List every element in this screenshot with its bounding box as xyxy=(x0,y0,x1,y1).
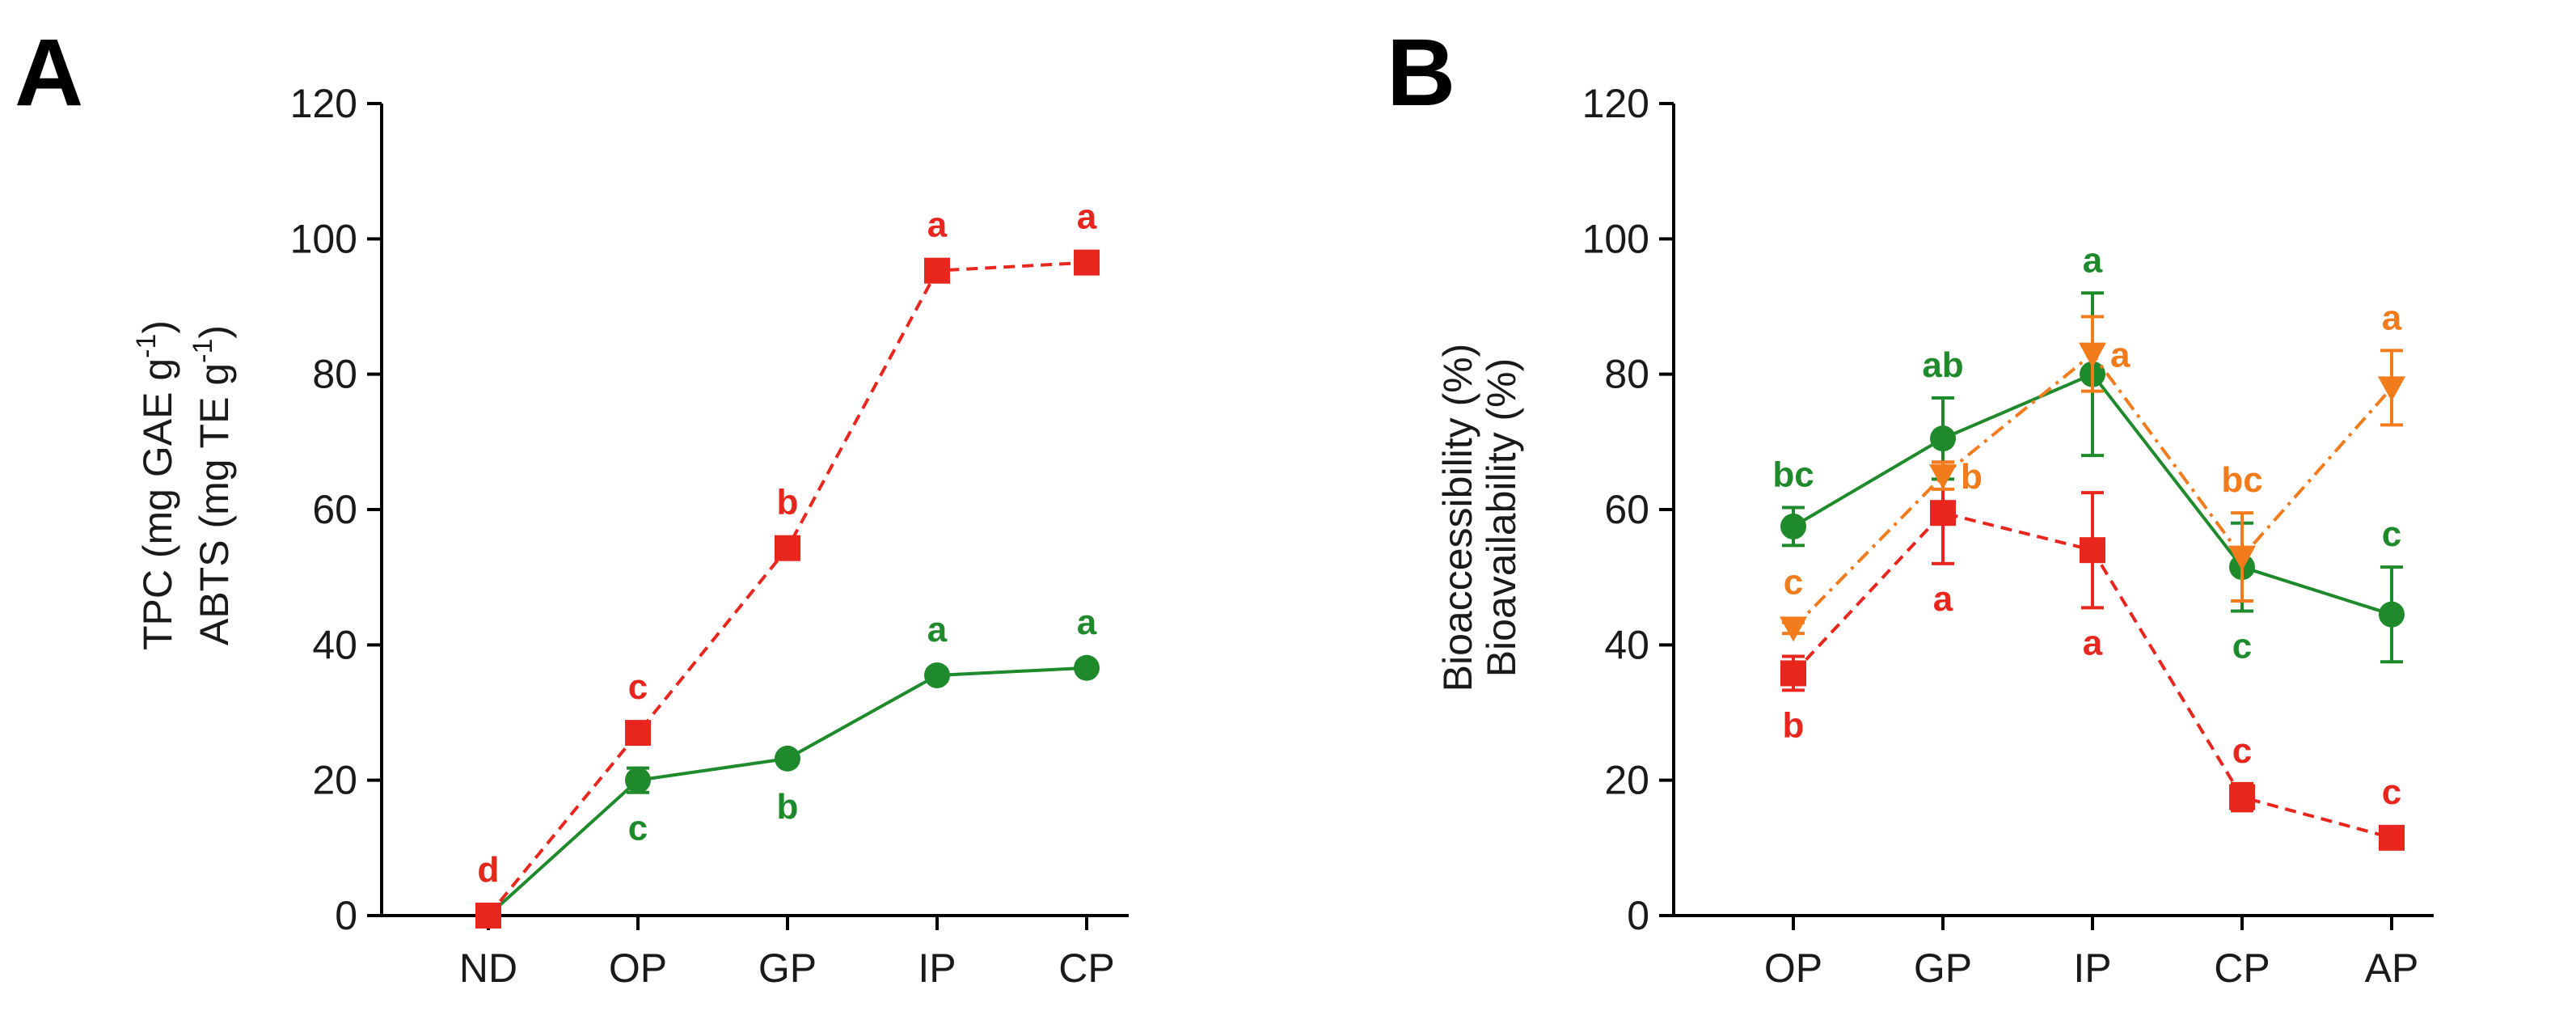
panel-b-axes: 0 20 40 60 80 100 120 OP GP IP CP AP xyxy=(1582,81,2434,991)
panel-b-significance-label: a xyxy=(2083,623,2103,662)
panel-a-y-tick-label: 100 xyxy=(290,216,357,261)
panel-b-significance-label: bc xyxy=(2221,460,2262,500)
panel-b-data-point-flavonoids xyxy=(1780,660,1806,687)
panel-a-significance-label: d xyxy=(478,850,500,890)
panel-a-data-point-tpc xyxy=(924,662,950,688)
panel-b-data-point-flavonoids xyxy=(2080,537,2105,564)
panel-b-data-point-phenolic-acids xyxy=(1780,513,1806,539)
panel-a-data-point-abts xyxy=(475,903,501,929)
panel-label-b: B xyxy=(1387,19,1455,126)
panel-a-y-tick-label: 60 xyxy=(312,487,357,532)
panel-label-a: A xyxy=(15,19,83,126)
panel-b-x-tick-label: OP xyxy=(1764,946,1822,991)
panel-b-data-point-phenolic-acids xyxy=(2379,601,2405,628)
panel-b-significance-label: c xyxy=(2382,772,2401,812)
panel-b-data-point-caffeine xyxy=(2079,342,2106,368)
panel-b-data-point-caffeine xyxy=(1780,616,1807,642)
panel-a-significance-label: c xyxy=(628,809,648,848)
panel-b-significance-label: c xyxy=(2232,627,2252,666)
panel-b-y-axis-title-1: Bioaccessibility (%) xyxy=(1435,344,1480,692)
panel-b-data-point-caffeine xyxy=(2378,376,2405,402)
panel-b-x-tick-label: CP xyxy=(2214,946,2270,991)
panel-a-significance-label: b xyxy=(777,483,799,522)
panel-a-y-axis-title-1-paren: ) xyxy=(135,320,180,334)
panel-b-data-point-caffeine xyxy=(1929,464,1957,490)
panel-b: B Bioaccessibility (%) Bioavailability (… xyxy=(1387,19,2434,991)
panel-b-significance-label: c xyxy=(2382,514,2401,554)
panel-a-y-tick-label: 0 xyxy=(335,893,357,938)
panel-a-data-point-abts xyxy=(625,720,651,747)
panel-a-x-tick-label: IP xyxy=(918,946,956,991)
panel-a-significance-label: b xyxy=(777,787,799,827)
panel-a-y-axis-title-1: TPC (mg GAE g-1) xyxy=(131,320,180,650)
panel-b-significance-label: b xyxy=(1961,457,1983,497)
panel-a-y-axis-title-2-sup: -1 xyxy=(188,339,218,363)
panel-a-y-axis-title-1-sup: -1 xyxy=(131,334,162,358)
panel-a-significance-label: a xyxy=(1077,197,1097,237)
panel-b-x-tick-label: IP xyxy=(2073,946,2111,991)
panel-a-x-tick-label: OP xyxy=(609,946,667,991)
panel-a-y-axis-title-2-paren: ) xyxy=(192,325,237,339)
panel-a-x-tick-label: ND xyxy=(459,946,517,991)
panel-b-significance-label: b xyxy=(1783,705,1805,745)
panel-a-significance-label: c xyxy=(628,667,648,707)
panel-a-y-axis-title-2-text: ABTS (mg TE g xyxy=(192,363,237,645)
panel-a-significance-label: a xyxy=(927,610,948,649)
panel-b-series: bc ab a c c b a a c c c b a bc a xyxy=(1772,240,2405,851)
panel-a-significance-label: a xyxy=(1077,603,1097,642)
panel-b-significance-label: a xyxy=(1933,579,1953,619)
panel-b-y-tick-label: 0 xyxy=(1627,893,1649,938)
panel-a-data-point-tpc xyxy=(1074,654,1100,681)
panel-b-y-tick-label: 40 xyxy=(1604,622,1649,667)
panel-a-series-abts: d c b a a xyxy=(475,197,1100,929)
panel-b-y-tick-label: 100 xyxy=(1582,216,1649,261)
panel-a-y-tick-label: 20 xyxy=(312,758,357,803)
panel-b-data-point-flavonoids xyxy=(2379,824,2405,851)
panel-a-x-tick-label: GP xyxy=(758,946,817,991)
panel-b-y-axis-title-2: Bioavailability (%) xyxy=(1479,358,1524,678)
panel-a-data-point-abts xyxy=(1074,249,1100,276)
panel-a-data-point-abts xyxy=(924,257,950,284)
panel-a-data-point-abts xyxy=(775,535,800,561)
panel-a-y-axis-title-2: ABTS (mg TE g-1) xyxy=(188,325,237,645)
panel-b-x-tick-label: GP xyxy=(1914,946,1972,991)
panel-a-significance-label: d xyxy=(478,850,500,890)
panel-b-y-tick-label: 60 xyxy=(1604,487,1649,532)
panel-b-data-point-flavonoids xyxy=(1930,500,1956,527)
panel-b-x-tick-label: AP xyxy=(2365,946,2419,991)
panel-a-y-tick-label: 80 xyxy=(312,352,357,397)
panel-b-y-tick-label: 20 xyxy=(1604,758,1649,803)
panel-b-y-tick-label: 120 xyxy=(1582,81,1649,126)
panel-a-data-point-tpc xyxy=(625,767,651,793)
panel-b-significance-label: a xyxy=(2110,336,2130,375)
panel-b-significance-label: c xyxy=(1784,562,1803,602)
panel-b-significance-label: a xyxy=(2382,298,2402,337)
panel-b-significance-label: a xyxy=(2083,240,2103,280)
panel-b-data-point-phenolic-acids xyxy=(1930,425,1956,452)
panel-b-significance-label: c xyxy=(2232,731,2252,771)
panel-a-y-axis-title-1-text: TPC (mg GAE g xyxy=(135,358,180,650)
panel-a-series-tpc: d c b a a xyxy=(475,603,1100,929)
panel-a-significance-label: a xyxy=(927,205,948,245)
panel-a-axes: 0 20 40 60 80 100 120 ND OP GP IP CP xyxy=(290,81,1129,991)
panel-a-y-tick-label: 40 xyxy=(312,622,357,667)
panel-b-series-flavonoids: b a a c c xyxy=(1780,460,2405,851)
panel-a-y-tick-label: 120 xyxy=(290,81,357,126)
panel-b-y-tick-label: 80 xyxy=(1604,352,1649,397)
panel-b-data-point-caffeine xyxy=(2228,545,2256,571)
panel-b-data-point-flavonoids xyxy=(2229,784,2255,810)
panel-b-significance-label: ab xyxy=(1922,345,1963,385)
panel-b-significance-label: bc xyxy=(1772,455,1814,494)
panel-a-data-point-tpc xyxy=(775,745,800,772)
panel-a: A TPC (mg GAE g-1) ABTS (mg TE g-1) 0204… xyxy=(15,19,1129,991)
panel-a-x-tick-label: CP xyxy=(1058,946,1114,991)
